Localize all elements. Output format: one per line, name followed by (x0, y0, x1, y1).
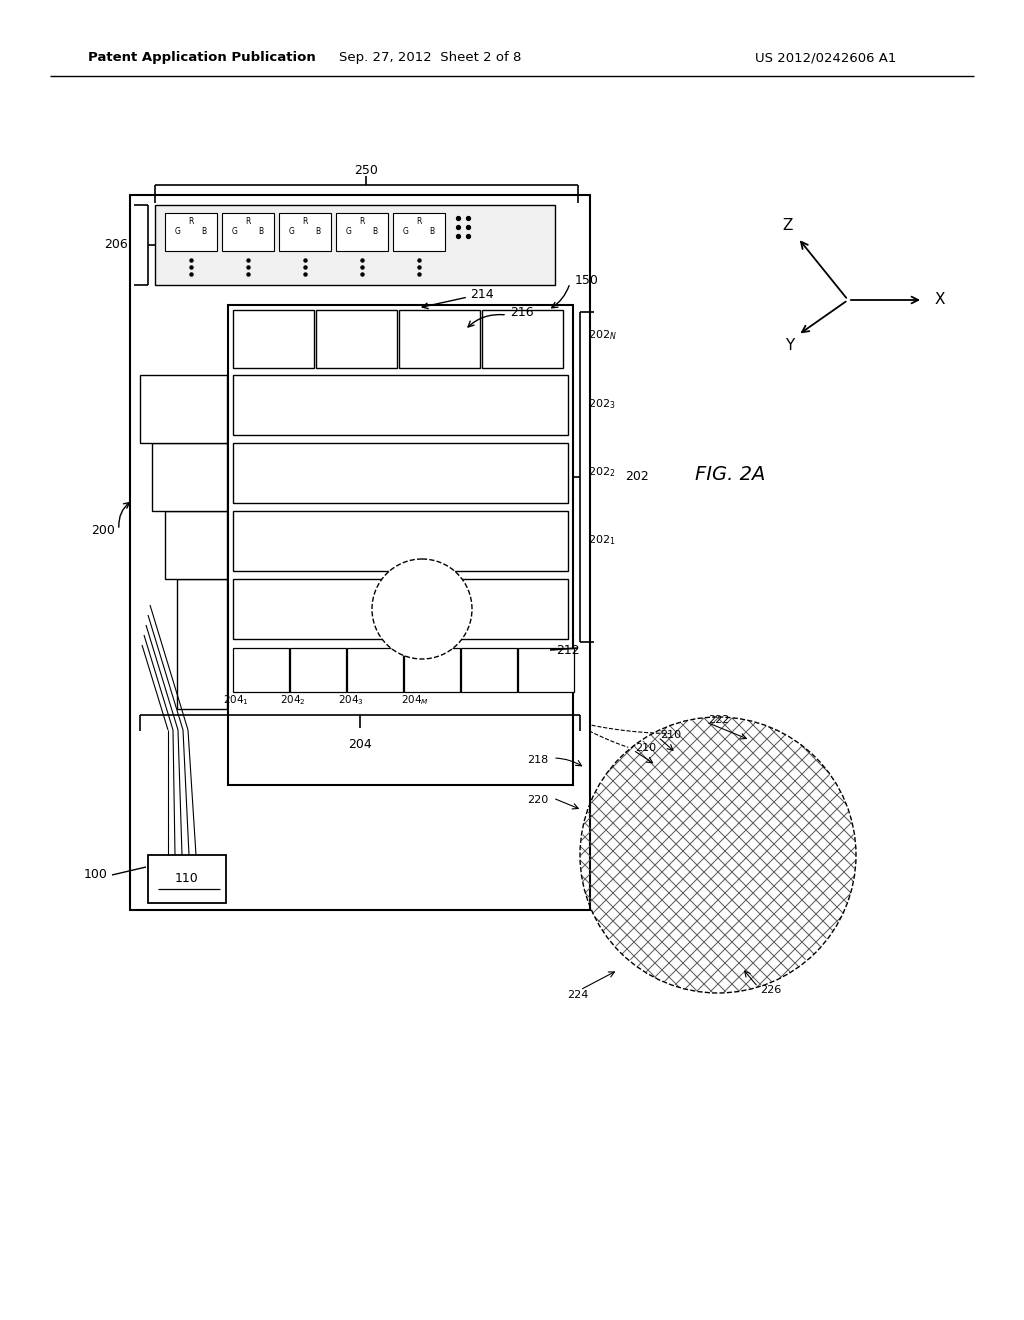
Text: 204$_2$: 204$_2$ (281, 693, 306, 708)
Text: 200: 200 (91, 524, 115, 536)
Bar (336, 213, 388, 251)
Text: 204$_M$: 204$_M$ (401, 693, 429, 708)
Text: 250: 250 (354, 164, 378, 177)
Bar (290, 648, 346, 692)
Text: G: G (289, 227, 295, 235)
Bar (233, 444, 568, 503)
Text: 220: 220 (526, 795, 548, 805)
Bar (399, 310, 480, 368)
Bar (316, 310, 397, 368)
Bar (233, 511, 568, 572)
Text: B: B (258, 227, 263, 235)
Circle shape (372, 558, 472, 659)
Bar (222, 213, 274, 251)
Text: R: R (246, 218, 251, 227)
Text: G: G (232, 227, 238, 235)
Text: B: B (202, 227, 207, 235)
Text: 100: 100 (84, 869, 108, 882)
Text: R: R (417, 218, 422, 227)
Bar (152, 444, 227, 511)
Bar (404, 648, 460, 692)
Text: 204: 204 (348, 738, 372, 751)
Text: 212: 212 (556, 644, 580, 656)
Text: 214: 214 (470, 289, 494, 301)
Text: 204$_1$: 204$_1$ (223, 693, 249, 708)
Text: 204$_3$: 204$_3$ (338, 693, 364, 708)
Text: Patent Application Publication: Patent Application Publication (88, 51, 315, 65)
Bar (393, 213, 445, 251)
Bar (155, 205, 555, 285)
Bar (461, 648, 517, 692)
Bar (233, 648, 289, 692)
Bar (279, 213, 331, 251)
Text: R: R (359, 218, 365, 227)
Text: G: G (403, 227, 409, 235)
Bar (140, 375, 227, 444)
Bar (148, 855, 226, 903)
Text: G: G (346, 227, 352, 235)
Bar (347, 648, 403, 692)
Text: 150: 150 (575, 273, 599, 286)
Text: 206: 206 (104, 239, 128, 252)
Text: B: B (315, 227, 321, 235)
Text: 202$_N$: 202$_N$ (588, 329, 616, 342)
Text: Sep. 27, 2012  Sheet 2 of 8: Sep. 27, 2012 Sheet 2 of 8 (339, 51, 521, 65)
Bar (165, 511, 227, 579)
Text: 202: 202 (625, 470, 649, 483)
Text: 202$_3$: 202$_3$ (588, 397, 615, 411)
Text: 110: 110 (175, 873, 199, 886)
Bar (165, 213, 217, 251)
Bar (177, 579, 227, 709)
Text: FIG. 2A: FIG. 2A (695, 466, 765, 484)
Bar (233, 375, 568, 436)
Text: R: R (188, 218, 194, 227)
Text: X: X (935, 293, 945, 308)
Bar (233, 310, 314, 368)
Bar (233, 579, 568, 639)
Text: R: R (302, 218, 307, 227)
Text: 210: 210 (660, 730, 681, 741)
Text: B: B (373, 227, 378, 235)
Text: 224: 224 (567, 990, 589, 1001)
Bar (518, 648, 574, 692)
Bar (130, 195, 590, 909)
Text: 216: 216 (510, 305, 534, 318)
Text: G: G (175, 227, 181, 235)
Text: US 2012/0242606 A1: US 2012/0242606 A1 (755, 51, 896, 65)
Text: B: B (429, 227, 434, 235)
Text: 202$_2$: 202$_2$ (588, 465, 615, 479)
Text: 218: 218 (526, 755, 548, 766)
Text: 202$_1$: 202$_1$ (588, 533, 615, 546)
Text: 210: 210 (635, 743, 656, 752)
Bar (482, 310, 563, 368)
Text: 222: 222 (708, 715, 729, 725)
Text: Z: Z (782, 218, 794, 232)
Text: Y: Y (785, 338, 795, 354)
Text: 226: 226 (760, 985, 781, 995)
Bar (228, 305, 573, 785)
